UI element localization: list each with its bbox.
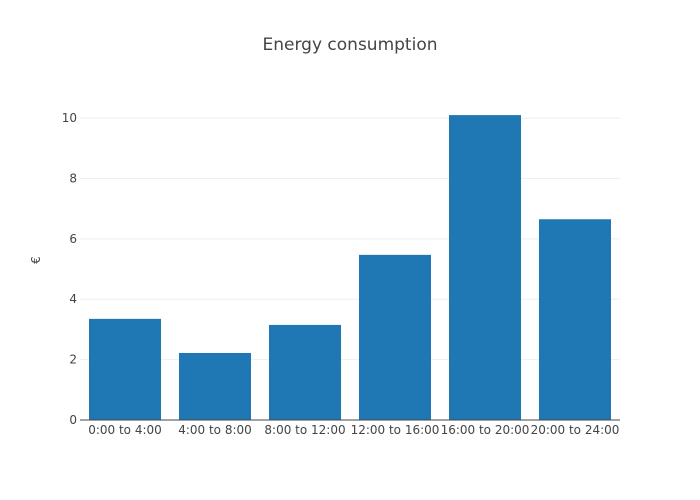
bar[interactable]	[179, 352, 251, 420]
x-tick-label: 0:00 to 4:00	[88, 423, 162, 437]
y-tick-label: 2	[69, 353, 77, 367]
y-tick-label: 8	[69, 171, 77, 185]
x-tick-label: 20:00 to 24:00	[531, 423, 620, 437]
y-tick-label: 4	[69, 292, 77, 306]
x-tick-label: 8:00 to 12:00	[264, 423, 345, 437]
x-tick-label: 12:00 to 16:00	[351, 423, 440, 437]
y-tick-label: 6	[69, 232, 77, 246]
x-tick-label: 16:00 to 20:00	[441, 423, 530, 437]
bar[interactable]	[269, 324, 341, 420]
bar[interactable]	[89, 318, 161, 420]
x-tick-label: 4:00 to 8:00	[178, 423, 252, 437]
chart-title: Energy consumption	[263, 35, 438, 55]
grid-lines	[80, 117, 620, 361]
y-axis-ticks: 0 2 4 6 8 10	[62, 111, 77, 427]
x-axis-ticks: 0:00 to 4:00 4:00 to 8:00 8:00 to 12:00 12:…	[88, 423, 619, 437]
y-tick-label: 0	[69, 413, 77, 427]
bars	[89, 115, 611, 421]
bar[interactable]	[449, 115, 521, 421]
y-tick-label: 10	[62, 111, 77, 125]
bar[interactable]	[359, 254, 431, 420]
y-axis-title: €	[29, 256, 43, 264]
bar[interactable]	[539, 219, 611, 420]
